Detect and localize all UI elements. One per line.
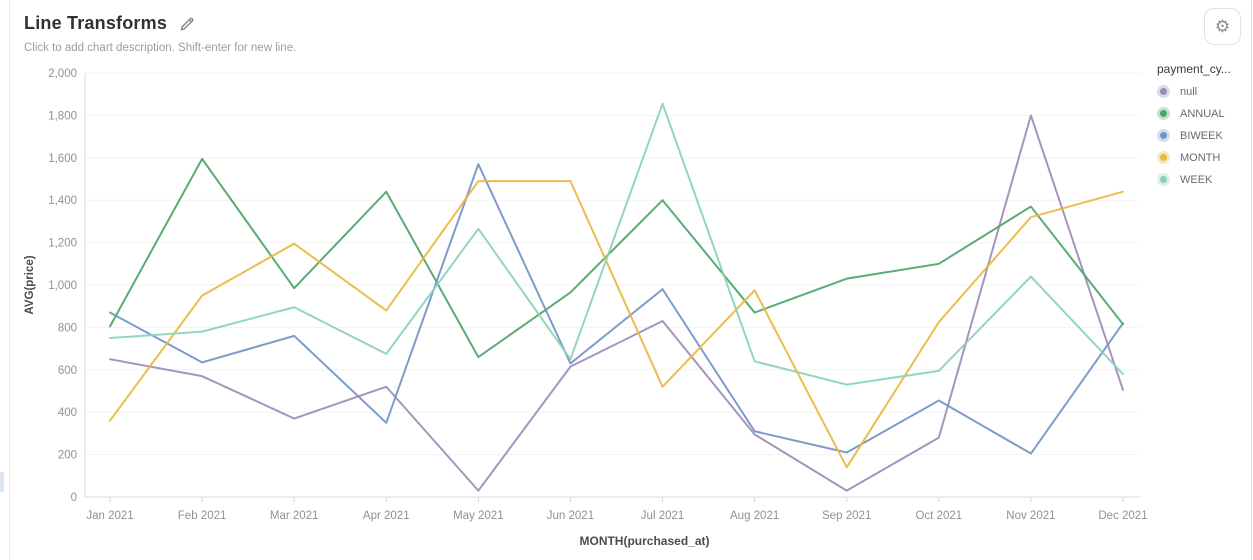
y-tick-label: 800 [58,322,77,334]
legend-swatch-icon [1157,173,1170,186]
line-chart[interactable]: 0 200 400 600 800 1,000 1,200 1,400 1,600 1,800 2,… [11,0,1252,560]
y-tick-label: 1,800 [48,110,77,122]
chart-title[interactable]: Line Transforms [24,13,168,33]
legend-swatch-icon [1157,85,1170,98]
chart-card: Line Transforms Click to add chart descr… [11,0,1252,560]
legend-label: WEEK [1180,173,1213,186]
series-line-ANNUAL[interactable] [109,157,1124,359]
x-tick-label: May 2021 [453,510,504,522]
x-tick-label: Mar 2021 [270,510,319,522]
legend-label: ANNUAL [1180,107,1225,120]
y-tick-label: 200 [58,450,77,462]
y-tick-label: 1,400 [48,195,77,207]
series-line-BIWEEK[interactable] [109,163,1124,455]
legend-swatch-icon [1157,151,1170,164]
gear-icon: ⚙ [1214,17,1231,36]
y-tick-label: 1,000 [48,280,77,292]
y-tick-label: 2,000 [48,68,77,80]
legend-item-WEEK[interactable]: WEEK [1157,173,1253,186]
x-tick-label: Nov 2021 [1006,510,1055,522]
legend-label: null [1180,85,1198,98]
legend-label: MONTH [1180,151,1221,164]
legend-item-MONTH[interactable]: MONTH [1157,151,1253,164]
left-rail [0,0,10,560]
x-tick-label: Dec 2021 [1098,510,1147,522]
legend-swatch-icon [1157,129,1170,142]
legend-item-BIWEEK[interactable]: BIWEEK [1157,129,1253,142]
x-tick-label: Jan 2021 [86,510,133,522]
x-tick-label: Apr 2021 [363,510,410,522]
x-tick-label: Oct 2021 [915,510,962,522]
legend-label: BIWEEK [1180,129,1223,142]
edit-title-pencil-icon[interactable] [178,15,196,33]
legend-item-ANNUAL[interactable]: ANNUAL [1157,107,1253,120]
x-axis-title: MONTH(purchased_at) [579,534,709,548]
series-line-null[interactable] [109,114,1124,492]
x-tick-label: Aug 2021 [730,510,779,522]
x-tick-label: Jun 2021 [547,510,594,522]
settings-button[interactable]: ⚙ [1204,8,1241,45]
y-tick-label: 1,600 [48,153,77,165]
y-tick-label: 600 [58,365,77,377]
x-tick-label: Jul 2021 [641,510,684,522]
legend-swatch-icon [1157,107,1170,120]
y-tick-label: 400 [58,407,77,419]
y-axis-title: AVG(price) [24,255,36,314]
chart-description-placeholder[interactable]: Click to add chart description. Shift-en… [24,42,297,54]
y-tick-label: 0 [71,492,77,504]
x-tick-label: Sep 2021 [822,510,871,522]
legend-item-null[interactable]: null [1157,85,1253,98]
series-line-MONTH[interactable] [109,180,1124,469]
left-rail-selection-chip [0,472,4,492]
chart-legend: payment_cy... null ANNUAL BIWEEK MONTH WEEK [1157,62,1253,195]
x-tick-label: Feb 2021 [178,510,227,522]
series-line-WEEK[interactable] [109,102,1124,386]
y-tick-label: 1,200 [48,238,77,250]
